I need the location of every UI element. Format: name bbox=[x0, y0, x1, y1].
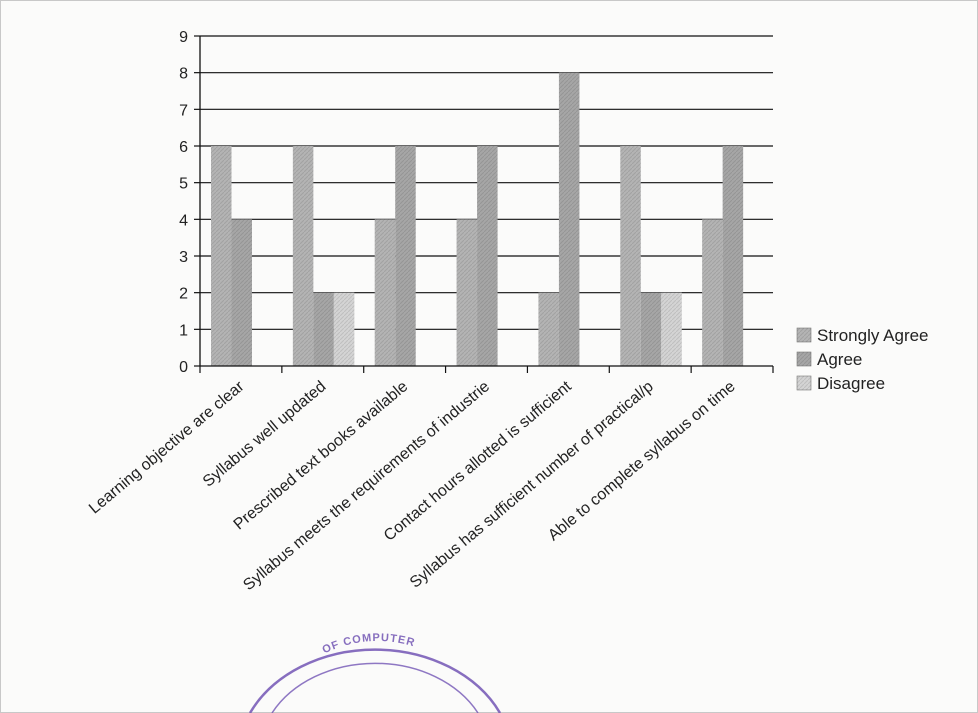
y-tick-label-4: 4 bbox=[179, 212, 188, 229]
legend-label-agree: Agree bbox=[817, 350, 862, 369]
y-tick-label-1: 1 bbox=[179, 322, 188, 339]
bar-texture-6-3 bbox=[661, 292, 682, 366]
bar-texture-1-1 bbox=[211, 146, 232, 366]
y-tick-label-2: 2 bbox=[179, 286, 188, 303]
x-tick-label-1: Learning objective are clear bbox=[86, 378, 248, 518]
y-tick-labels: 0 1 2 3 4 5 6 7 8 9 bbox=[179, 29, 188, 376]
y-tick-label-7: 7 bbox=[179, 102, 188, 119]
bar-texture-2-2 bbox=[313, 292, 334, 366]
y-tick-label-9: 9 bbox=[179, 29, 188, 46]
y-tick-label-0: 0 bbox=[179, 359, 188, 376]
bar-texture-7-2 bbox=[722, 146, 744, 366]
legend-swatch-texture-2 bbox=[797, 352, 811, 366]
legend-label-disagree: Disagree bbox=[817, 374, 885, 393]
y-tick-label-8: 8 bbox=[179, 66, 188, 83]
bar-texture-6-2 bbox=[640, 292, 662, 366]
bar-texture-2-1 bbox=[292, 146, 314, 366]
bar-texture-3-1 bbox=[374, 219, 396, 366]
bar-texture-5-1 bbox=[538, 292, 559, 366]
bar-texture-4-1 bbox=[456, 219, 478, 366]
seal-stamp: OF COMPUTER bbox=[248, 632, 502, 713]
bar-texture-3-2 bbox=[395, 146, 416, 366]
bars bbox=[211, 72, 744, 367]
bar-texture-5-2 bbox=[558, 72, 580, 367]
y-tick-label-3: 3 bbox=[179, 249, 188, 266]
legend-label-strongly-agree: Strongly Agree bbox=[817, 326, 929, 345]
bar-texture-7-1 bbox=[702, 219, 723, 366]
legend-swatch-texture-3 bbox=[797, 376, 811, 390]
legend: Strongly Agree Agree Disagree bbox=[796, 326, 929, 393]
legend-swatch-texture-1 bbox=[797, 328, 811, 342]
bar-texture-2-3 bbox=[333, 292, 355, 366]
axes bbox=[194, 35, 774, 373]
bar-texture-1-2 bbox=[231, 219, 252, 366]
y-tick-label-5: 5 bbox=[179, 176, 188, 193]
bar-texture-4-2 bbox=[477, 146, 498, 366]
bar-texture-6-1 bbox=[620, 146, 641, 366]
y-tick-label-6: 6 bbox=[179, 139, 188, 156]
x-tick-label-3: Prescribed text books available bbox=[231, 378, 412, 533]
